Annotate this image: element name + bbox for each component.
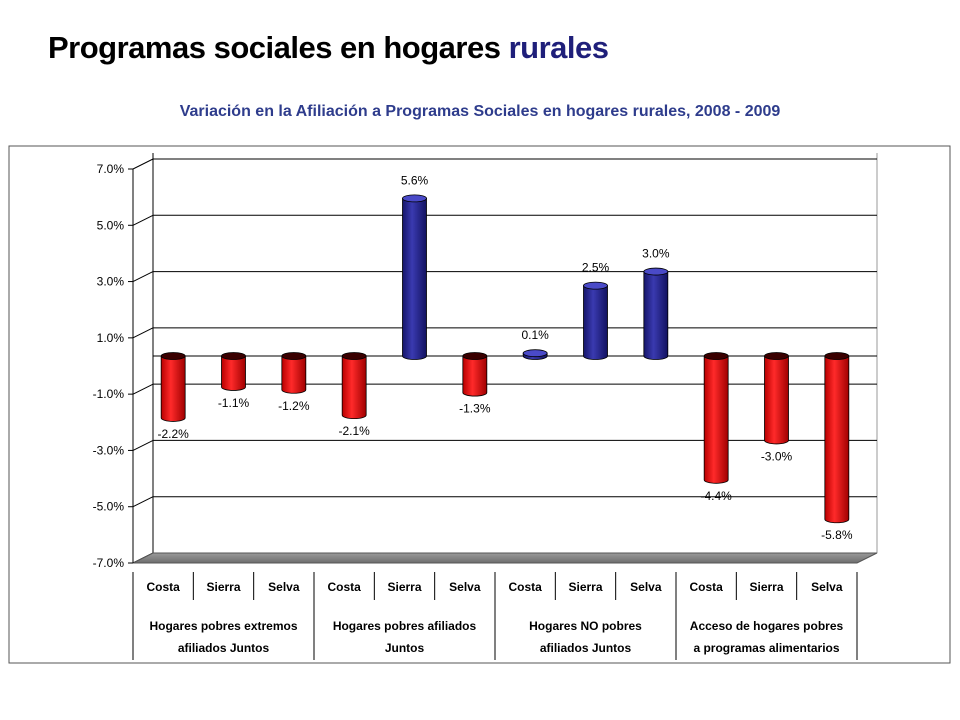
group-label: a programas alimentarios bbox=[693, 641, 839, 655]
y-tick-label: 1.0% bbox=[97, 331, 125, 345]
category-label: Selva bbox=[268, 580, 300, 594]
bar bbox=[643, 267, 669, 360]
group-label: Hogares pobres afiliados bbox=[333, 619, 477, 633]
category-label: Sierra bbox=[568, 580, 602, 594]
bar bbox=[462, 352, 488, 397]
bar-cap bbox=[281, 352, 307, 360]
category-label: Selva bbox=[449, 580, 481, 594]
group-label: Juntos bbox=[385, 641, 425, 655]
group-label: afiliados Juntos bbox=[178, 641, 270, 655]
category-label: Selva bbox=[811, 580, 843, 594]
gridline-depth bbox=[132, 214, 154, 226]
bar-cap bbox=[522, 349, 548, 358]
bar-body bbox=[160, 355, 186, 422]
bar bbox=[160, 352, 186, 422]
category-label: Sierra bbox=[749, 580, 783, 594]
y-tick-label: -5.0% bbox=[93, 500, 125, 514]
data-label: -1.3% bbox=[459, 402, 491, 416]
data-label: -4.4% bbox=[700, 489, 732, 503]
gridline-depth bbox=[132, 327, 154, 339]
group-label: Acceso de hogares pobres bbox=[690, 619, 844, 633]
data-label: -5.8% bbox=[821, 528, 853, 542]
gridline-depth bbox=[132, 383, 154, 395]
bar-body bbox=[703, 355, 729, 484]
bar-body bbox=[402, 198, 427, 360]
bar-cap bbox=[160, 352, 186, 360]
gridline-depth bbox=[132, 158, 154, 170]
bar-cap bbox=[341, 352, 367, 360]
gridline-depth bbox=[132, 439, 154, 451]
y-tick-label: 7.0% bbox=[97, 162, 125, 176]
bar bbox=[522, 349, 548, 360]
bar bbox=[402, 194, 427, 360]
group-label: Hogares pobres extremos bbox=[149, 619, 297, 633]
bar-cap bbox=[402, 194, 427, 203]
category-label: Costa bbox=[508, 580, 542, 594]
data-label: -2.2% bbox=[157, 427, 189, 441]
category-table: Costa Sierra Selva Costa Sierra Selva Costa Sie… bbox=[132, 572, 858, 660]
y-tick-label: -7.0% bbox=[93, 556, 125, 570]
gridline-depth bbox=[132, 496, 154, 508]
data-labels: -2.2% -1.1% -1.2% -2.1% 5.6% -1.3% 0.1% 2.5% 3.0… bbox=[157, 173, 852, 542]
bar-body bbox=[764, 355, 789, 445]
data-label: 5.6% bbox=[401, 173, 429, 187]
data-label: 0.1% bbox=[521, 328, 549, 342]
group-label: afiliados Juntos bbox=[540, 641, 632, 655]
data-label: -3.0% bbox=[761, 449, 793, 463]
y-tick-label: 3.0% bbox=[97, 275, 125, 289]
bar-cap bbox=[462, 352, 488, 360]
bar bbox=[824, 352, 850, 524]
category-label: Costa bbox=[327, 580, 361, 594]
page-title-accent: rurales bbox=[508, 30, 609, 65]
category-label: Selva bbox=[630, 580, 662, 594]
y-tick-label: -3.0% bbox=[93, 443, 125, 457]
data-label: -2.1% bbox=[338, 424, 370, 438]
bar bbox=[341, 352, 367, 419]
bar-body bbox=[643, 271, 669, 360]
bars bbox=[160, 194, 850, 524]
bar-body bbox=[221, 355, 246, 391]
gridline-depth bbox=[132, 271, 154, 283]
chart-floor bbox=[132, 552, 878, 564]
bar-cap bbox=[764, 352, 789, 360]
group-label: Hogares NO pobres bbox=[529, 619, 642, 633]
bar-body bbox=[824, 355, 850, 524]
page-title: Programas sociales en hogares rurales bbox=[48, 30, 609, 66]
bar-body bbox=[341, 355, 367, 419]
category-label: Sierra bbox=[387, 580, 421, 594]
y-tick-label: -1.0% bbox=[93, 387, 125, 401]
page-title-main: Programas sociales en hogares bbox=[48, 30, 501, 65]
data-label: 3.0% bbox=[642, 247, 670, 261]
category-label: Costa bbox=[146, 580, 180, 594]
bar bbox=[583, 281, 608, 360]
y-tick-label: 5.0% bbox=[97, 218, 125, 232]
bar-body bbox=[281, 355, 307, 394]
bar-cap bbox=[703, 352, 729, 360]
category-label: Costa bbox=[689, 580, 723, 594]
y-axis: 7.0% 5.0% 3.0% 1.0% -1.0% -3.0% -5.0% -7.0% bbox=[93, 162, 134, 570]
bar bbox=[221, 352, 246, 391]
bar bbox=[703, 352, 729, 484]
bar-body bbox=[462, 355, 488, 397]
bar-cap bbox=[583, 281, 608, 290]
bar-body bbox=[583, 285, 608, 360]
data-label: -1.1% bbox=[218, 396, 250, 410]
bar-cap bbox=[643, 267, 669, 276]
bar bbox=[764, 352, 789, 445]
bar-cap bbox=[221, 352, 246, 360]
data-label: 2.5% bbox=[582, 261, 610, 275]
bar-cap bbox=[824, 352, 850, 360]
gridlines bbox=[132, 153, 878, 564]
bar bbox=[281, 352, 307, 394]
category-label: Sierra bbox=[206, 580, 240, 594]
chart-subtitle: Variación en la Afiliación a Programas S… bbox=[179, 103, 781, 120]
data-label: -1.2% bbox=[278, 399, 310, 413]
